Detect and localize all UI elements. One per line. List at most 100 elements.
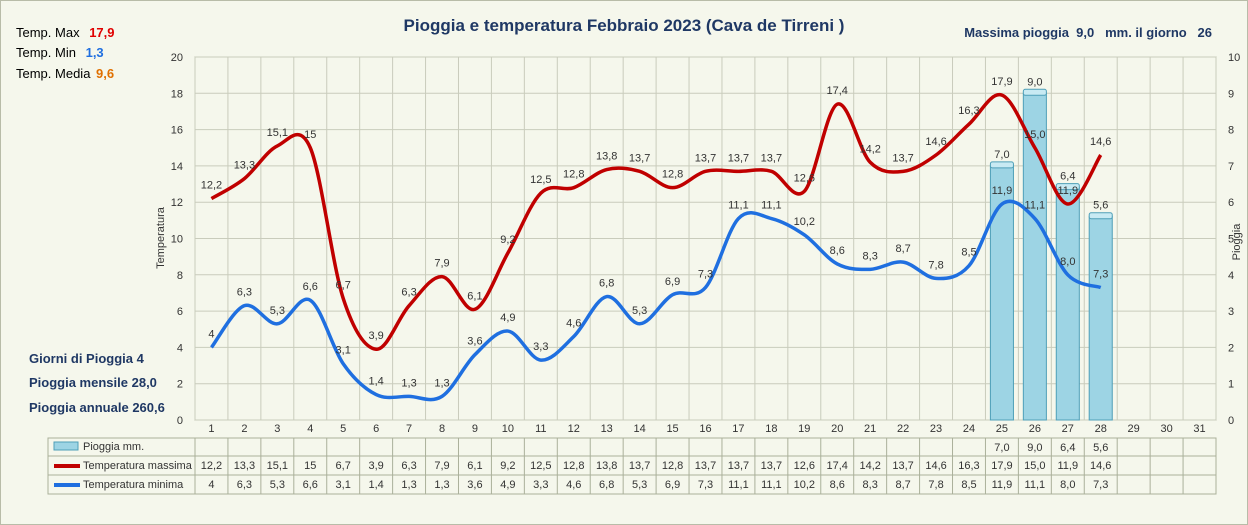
tmin-data-label: 5,3 xyxy=(270,305,285,317)
rain-legend-key xyxy=(53,441,79,451)
y-tick-label: 18 xyxy=(171,88,183,100)
rain-table-cell: 6,4 xyxy=(1060,442,1075,454)
x-tick-label: 4 xyxy=(307,423,313,435)
x-tick-label: 5 xyxy=(340,423,346,435)
tmax-legend-label: Temperatura massima xyxy=(83,460,193,472)
y-axis-label: Temperatura xyxy=(155,206,167,269)
tmin-data-label: 11,9 xyxy=(992,185,1013,197)
rain-data-label: 5,6 xyxy=(1093,200,1108,212)
tmin-data-label: 8,0 xyxy=(1060,256,1075,268)
tmax-data-label: 3,9 xyxy=(368,330,383,342)
tmax-data-label: 6,3 xyxy=(401,287,416,299)
monthly-rain-stat: Pioggia mensile 28,0 xyxy=(29,375,157,390)
tmax-data-label: 13,8 xyxy=(596,151,617,163)
tmin-table-cell: 8,0 xyxy=(1060,479,1075,491)
tmax-data-label: 13,7 xyxy=(629,152,650,164)
tmin-data-label: 6,3 xyxy=(237,287,252,299)
x-tick-label: 17 xyxy=(732,423,744,435)
tmin-data-label: 4,9 xyxy=(500,312,515,324)
y-tick-label: 2 xyxy=(177,379,183,391)
x-tick-label: 28 xyxy=(1095,423,1107,435)
tmax-table-cell: 11,9 xyxy=(1057,460,1078,472)
tmax-table-cell: 13,7 xyxy=(761,460,782,472)
tmin-data-label: 1,3 xyxy=(401,377,416,389)
tmin-table-cell: 5,3 xyxy=(270,479,285,491)
tmax-data-label: 15 xyxy=(304,129,316,141)
tmax-data-label: 12,2 xyxy=(201,180,222,192)
tmin-data-label: 4 xyxy=(208,328,214,340)
tmin-table-cell: 6,8 xyxy=(599,479,614,491)
rain-bar-cap xyxy=(1022,88,1047,96)
rain-bar-cap xyxy=(1088,212,1113,220)
tmin-table-cell: 8,7 xyxy=(895,479,910,491)
y-tick-label: 8 xyxy=(177,270,183,282)
tmax-table-cell: 6,3 xyxy=(401,460,416,472)
x-tick-label: 14 xyxy=(634,423,646,435)
x-tick-label: 9 xyxy=(472,423,478,435)
tmin-data-label: 3,3 xyxy=(533,341,548,353)
tavg-label: Temp. Media xyxy=(16,66,91,81)
tmin-table-cell: 1,4 xyxy=(368,479,383,491)
tmax-data-label: 14,2 xyxy=(859,143,880,155)
x-tick-label: 22 xyxy=(897,423,909,435)
tmax-data-label: 13,7 xyxy=(695,152,716,164)
tmin-data-label: 3,6 xyxy=(467,336,482,348)
tmax-table-cell: 12,6 xyxy=(794,460,815,472)
y-tick-label: 0 xyxy=(177,415,183,427)
annual-rain-stat: Pioggia annuale 260,6 xyxy=(29,400,165,415)
chart-title: Pioggia e temperatura Febbraio 2023 (Cav… xyxy=(404,16,845,35)
x-tick-label: 20 xyxy=(831,423,843,435)
y2-tick-label: 10 xyxy=(1228,52,1240,64)
tmin-table-cell: 11,1 xyxy=(761,479,782,491)
tmax-table-cell: 14,6 xyxy=(1090,460,1111,472)
tmax-table-cell: 13,7 xyxy=(892,460,913,472)
tmax-table-cell: 13,8 xyxy=(596,460,617,472)
x-tick-label: 23 xyxy=(930,423,942,435)
tmin-data-label: 5,3 xyxy=(632,305,647,317)
y-tick-label: 16 xyxy=(171,125,183,137)
rain-days-label: Giorni di Pioggia xyxy=(29,351,133,366)
tmax-table-cell: 12,5 xyxy=(530,460,551,472)
tmax-data-label: 12,5 xyxy=(530,174,551,186)
tmin-line xyxy=(210,199,1102,402)
tavg-value: 9,6 xyxy=(96,66,115,81)
tmin-data-label: 6,8 xyxy=(599,278,614,290)
tmin-table-cell: 4,9 xyxy=(500,479,515,491)
rain-bar-cap xyxy=(989,161,1014,169)
tmin-table-cell: 6,6 xyxy=(303,479,318,491)
tmax-stat: Temp. Max 17,9 xyxy=(16,25,115,40)
tmax-table-cell: 15,1 xyxy=(267,460,288,472)
tmin-data-label: 11,1 xyxy=(1025,200,1046,212)
tmin-table-cell: 3,6 xyxy=(467,479,482,491)
tmin-data-label: 6,9 xyxy=(665,276,680,288)
y2-tick-label: 3 xyxy=(1228,306,1234,318)
x-tick-label: 21 xyxy=(864,423,876,435)
tmin-table-cell: 4 xyxy=(208,479,214,491)
tmax-table-cell: 9,2 xyxy=(500,460,515,472)
tmax-table-cell: 12,2 xyxy=(201,460,222,472)
tmax-data-label: 17,4 xyxy=(827,85,848,97)
rain-legend-label: Pioggia mm. xyxy=(83,441,144,453)
tmax-table-cell: 13,7 xyxy=(695,460,716,472)
y2-tick-label: 0 xyxy=(1228,415,1234,427)
tmax-table-cell: 15,0 xyxy=(1024,460,1045,472)
tmax-table-cell: 6,7 xyxy=(336,460,351,472)
tmin-table-cell: 8,3 xyxy=(863,479,878,491)
x-tick-label: 26 xyxy=(1029,423,1041,435)
tmin-data-label: 7,3 xyxy=(698,269,713,281)
y-tick-label: 6 xyxy=(177,306,183,318)
tmax-table-cell: 7,9 xyxy=(434,460,449,472)
y-tick-label: 4 xyxy=(177,342,183,354)
tmax-data-label: 6,7 xyxy=(336,279,351,291)
tmin-table-cell: 1,3 xyxy=(401,479,416,491)
tmax-table-cell: 13,3 xyxy=(234,460,255,472)
tmin-table-cell: 11,1 xyxy=(728,479,749,491)
tmax-data-label: 17,9 xyxy=(991,76,1012,88)
tmin-table-cell: 8,5 xyxy=(961,479,976,491)
rain-data-label: 6,4 xyxy=(1060,171,1075,183)
y-tick-label: 10 xyxy=(171,234,183,246)
tmax-table-cell: 13,7 xyxy=(629,460,650,472)
x-tick-label: 10 xyxy=(502,423,514,435)
x-tick-label: 27 xyxy=(1062,423,1074,435)
tmax-table-cell: 12,8 xyxy=(662,460,683,472)
